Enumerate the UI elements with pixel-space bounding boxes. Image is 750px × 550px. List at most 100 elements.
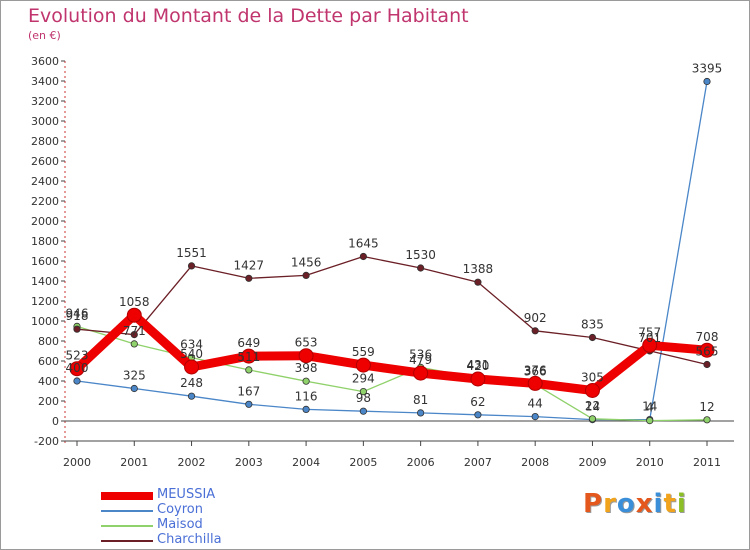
data-point-meussia xyxy=(241,348,257,364)
x-tick-label: 2003 xyxy=(235,456,263,469)
data-label-charchilla: 1427 xyxy=(234,258,265,272)
data-point-meussia xyxy=(527,375,543,391)
data-label-meussia: 708 xyxy=(696,330,719,344)
data-label-maisod: 294 xyxy=(352,372,375,386)
data-label-maisod: 4 xyxy=(646,401,654,415)
legend-swatch xyxy=(101,492,153,500)
data-point-charchilla xyxy=(187,262,196,270)
data-point-maisod xyxy=(703,416,711,424)
y-tick-label: 2000 xyxy=(31,215,59,228)
data-label-charchilla: 918 xyxy=(66,309,89,323)
data-label-maisod: 536 xyxy=(409,347,432,361)
data-point-coyron xyxy=(703,77,711,86)
data-point-maisod xyxy=(130,340,138,348)
data-label-meussia: 1058 xyxy=(119,295,150,309)
y-tick-label: 1200 xyxy=(31,295,59,308)
y-tick-label: 400 xyxy=(38,375,59,388)
legend-swatch xyxy=(101,540,153,542)
data-point-meussia xyxy=(355,357,371,373)
data-label-coyron: 14 xyxy=(642,400,657,414)
y-tick-label: 3000 xyxy=(31,115,59,128)
data-label-charchilla: 1456 xyxy=(291,255,322,269)
data-point-maisod xyxy=(588,415,597,423)
data-label-maisod: 946 xyxy=(66,306,89,320)
legend-swatch xyxy=(101,510,153,512)
y-tick-label: 3600 xyxy=(31,55,59,68)
data-label-maisod: 12 xyxy=(699,400,714,414)
data-point-charchilla xyxy=(245,274,253,282)
y-tick-label: 2200 xyxy=(31,195,59,208)
legend-label: MEUSSIA xyxy=(157,487,216,502)
data-point-charchilla xyxy=(588,333,597,342)
data-label-coyron: 248 xyxy=(180,376,203,390)
data-point-coyron xyxy=(302,405,310,413)
data-label-maisod: 771 xyxy=(123,324,146,338)
data-label-coyron: 116 xyxy=(295,389,318,403)
x-tick-label: 2011 xyxy=(693,456,721,469)
y-tick-label: 2800 xyxy=(31,135,59,148)
x-tick-label: 2006 xyxy=(407,456,435,469)
legend-label: Maisod xyxy=(157,517,203,532)
data-label-maisod: 366 xyxy=(524,364,547,378)
y-tick-label: 0 xyxy=(52,415,59,428)
logo-letter: i xyxy=(676,489,687,519)
data-label-coyron: 3395 xyxy=(692,62,723,76)
data-label-coyron: 400 xyxy=(66,361,89,375)
data-point-charchilla xyxy=(302,271,310,279)
data-point-charchilla xyxy=(359,252,367,261)
data-label-charchilla: 1551 xyxy=(176,246,207,260)
y-tick-label: 3400 xyxy=(31,75,59,88)
data-label-charchilla: 1645 xyxy=(348,237,379,251)
data-label-meussia: 305 xyxy=(581,371,604,385)
data-point-meussia xyxy=(126,307,142,323)
x-tick-label: 2000 xyxy=(63,456,91,469)
data-point-coyron xyxy=(73,377,81,385)
data-point-meussia xyxy=(584,383,600,398)
x-tick-label: 2002 xyxy=(178,456,206,469)
data-point-meussia xyxy=(413,365,429,381)
legend-label: Charchilla xyxy=(157,532,222,547)
data-point-meussia xyxy=(69,361,85,377)
data-point-maisod xyxy=(646,416,654,425)
data-label-meussia: 757 xyxy=(638,325,661,339)
data-point-charchilla xyxy=(474,278,482,286)
data-point-charchilla xyxy=(130,330,138,339)
data-label-meussia: 523 xyxy=(66,349,89,363)
logo-letter: o xyxy=(616,489,636,519)
axes: -200 0 200 400 600 800 1000 1200 1400 1600 1800 200… xyxy=(31,55,734,469)
proxiti-logo: Proxiti xyxy=(583,489,687,519)
data-point-charchilla xyxy=(73,325,81,333)
legend-swatch xyxy=(101,525,153,527)
data-label-coyron: 325 xyxy=(123,369,146,383)
data-point-charchilla xyxy=(703,360,711,369)
y-tick-label: 800 xyxy=(38,335,59,348)
data-label-charchilla: 565 xyxy=(696,345,719,359)
data-label-meussia: 479 xyxy=(409,353,432,367)
data-label-coyron: 81 xyxy=(413,393,428,407)
data-point-coyron xyxy=(359,407,367,415)
series-layer xyxy=(69,77,715,425)
y-tick-label: 200 xyxy=(38,395,59,408)
y-tick-label: 1000 xyxy=(31,315,59,328)
logo-letter: i xyxy=(653,489,664,519)
x-tick-label: 2005 xyxy=(349,456,377,469)
data-label-charchilla: 1388 xyxy=(463,262,494,276)
data-point-meussia xyxy=(699,342,715,358)
data-label-maisod: 398 xyxy=(295,361,318,375)
y-tick-label: 1400 xyxy=(31,275,59,288)
series-line-meussia xyxy=(72,310,712,395)
y-tick-label: 600 xyxy=(38,355,59,368)
logo-letter: t xyxy=(663,489,677,519)
data-label-meussia: 559 xyxy=(352,345,375,359)
x-tick-label: 2001 xyxy=(120,456,148,469)
data-point-maisod xyxy=(302,377,310,385)
data-point-coyron xyxy=(531,412,539,421)
data-label-meussia: 376 xyxy=(524,363,547,377)
series-line-charchilla xyxy=(76,255,708,366)
y-tick-label: 2400 xyxy=(31,175,59,188)
data-point-maisod xyxy=(245,366,253,374)
data-label-coyron: 98 xyxy=(356,391,371,405)
y-tick-label: 1600 xyxy=(31,255,59,268)
